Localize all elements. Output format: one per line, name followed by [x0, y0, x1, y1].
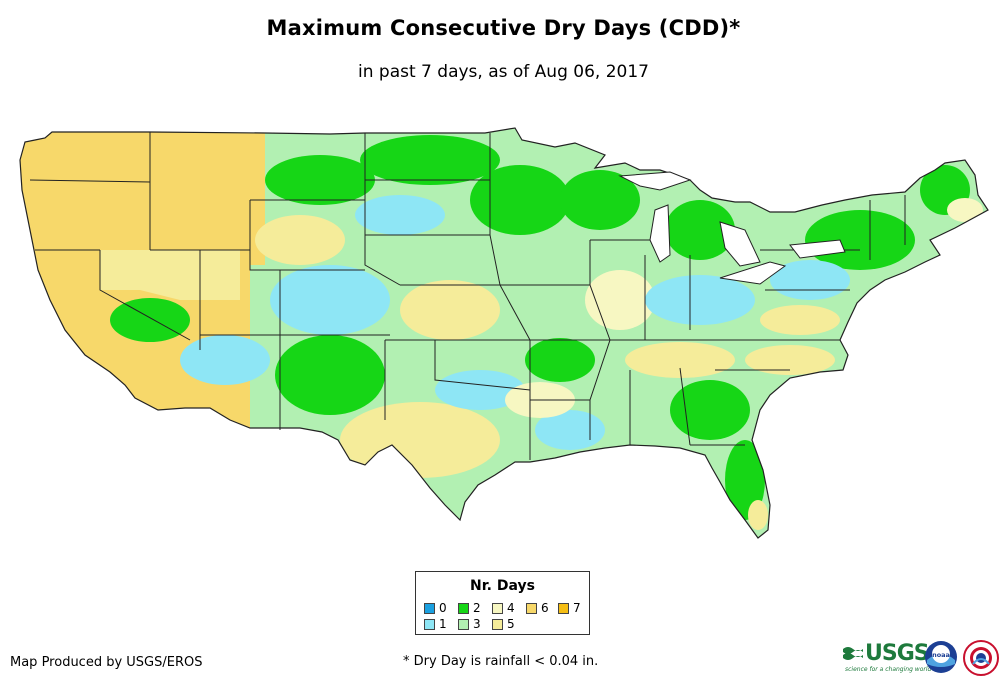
legend-box: Nr. Days 0 1 2 3 4 5 6 7: [415, 571, 590, 635]
colorado-blue: [270, 265, 390, 335]
illinois-yellow: [585, 270, 655, 330]
great-lakes-water: [618, 171, 846, 285]
legend-item-6: 6: [526, 602, 549, 615]
texas-yellow: [340, 402, 500, 478]
map-fill: [20, 128, 988, 538]
maine-yellow: [947, 198, 983, 222]
carolinas-yellow: [745, 345, 835, 375]
legend-swatch-4: [492, 603, 503, 614]
legend-swatch-3: [458, 619, 469, 630]
nws-logo-icon: [963, 640, 999, 676]
usgs-wordmark: USGS: [865, 641, 930, 666]
usgs-tagline: science for a changing world: [845, 666, 932, 673]
legend-swatch-2: [458, 603, 469, 614]
georgia-green: [670, 380, 750, 440]
virginia-yellow: [760, 305, 840, 335]
legend-label-6: 6: [541, 601, 549, 615]
usgs-wave-icon: [843, 647, 863, 660]
great-basin-yellow: [100, 250, 240, 300]
noaa-logo-text: noaa: [932, 651, 950, 659]
texas-blue: [435, 370, 525, 410]
border-ok-tx: [434, 340, 531, 391]
minnesota-green: [470, 165, 570, 235]
montana-green: [265, 155, 375, 205]
legend-swatch-5: [492, 619, 503, 630]
ohio-valley-blue: [645, 275, 755, 325]
legend-swatch-0: [424, 603, 435, 614]
new-mexico-green: [275, 335, 385, 415]
map-subtitle: in past 7 days, as of Aug 06, 2017: [358, 62, 649, 82]
state-borders: [29, 132, 906, 460]
dakotas-blue: [355, 195, 445, 235]
dakotas-green: [360, 135, 500, 185]
louisiana-blue: [535, 410, 605, 450]
legend-label-7: 7: [573, 601, 581, 615]
legend-swatch-6: [526, 603, 537, 614]
northeast-green: [805, 210, 915, 270]
legend-label-4: 4: [507, 601, 515, 615]
legend-item-4: 4: [492, 602, 515, 615]
border-wy-co-ut: [249, 200, 365, 271]
wyoming-yellow: [255, 215, 345, 265]
legend-swatch-7: [558, 603, 569, 614]
arkansas-green: [525, 338, 595, 382]
arizona-blue-patch: [180, 335, 270, 385]
legend-item-2: 2: [458, 602, 481, 615]
map-credit: Map Produced by USGS/EROS: [10, 655, 203, 670]
legend-swatch-1: [424, 619, 435, 630]
legend-label-3: 3: [473, 617, 481, 631]
legend-title: Nr. Days: [470, 578, 535, 594]
legend-item-5: 5: [492, 618, 515, 631]
legend-label-5: 5: [507, 617, 515, 631]
legend-label-2: 2: [473, 601, 481, 615]
legend-item-3: 3: [458, 618, 481, 631]
map-title: Maximum Consecutive Dry Days (CDD)*: [266, 16, 741, 40]
legend-label-0: 0: [439, 601, 447, 615]
wisconsin-green: [560, 170, 640, 230]
legend-item-0: 0: [424, 602, 447, 615]
north-rockies-dry: [150, 128, 265, 265]
cdd-map: [19, 127, 989, 539]
border-plains-west: [364, 133, 401, 286]
border-wa-or: [29, 179, 151, 183]
legend-item-1: 1: [424, 618, 447, 631]
michigan-green: [665, 200, 735, 260]
noaa-logo-icon: noaa: [925, 641, 957, 673]
border-ca-nv: [99, 250, 191, 341]
florida-green: [725, 440, 765, 520]
plains-yellow: [400, 280, 500, 340]
tennessee-yellow: [625, 342, 735, 378]
border-al-ga: [679, 367, 691, 446]
legend-item-7: 7: [558, 602, 581, 615]
florida-yellow: [748, 500, 768, 530]
legend-label-1: 1: [439, 617, 447, 631]
usgs-logo: USGS science for a changing world: [843, 641, 931, 673]
dry-day-footnote: * Dry Day is rainfall < 0.04 in.: [403, 654, 599, 669]
nevada-green-patch: [110, 298, 190, 342]
